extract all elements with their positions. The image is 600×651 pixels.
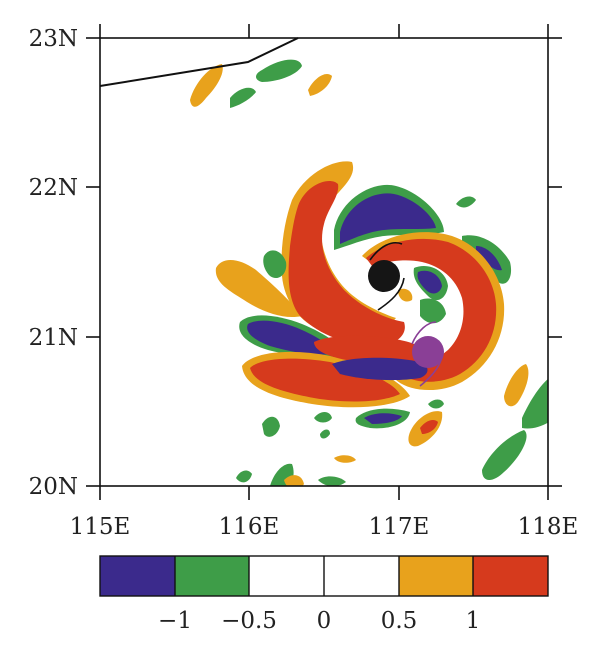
colorbar-box-6 bbox=[473, 556, 548, 596]
contour-patch-green-se bbox=[482, 430, 527, 480]
axis-ticks bbox=[86, 24, 562, 500]
lon-label-115e: 115E bbox=[70, 514, 131, 540]
storm-symbols bbox=[368, 242, 444, 387]
contour-patch-green-sw2 bbox=[262, 416, 280, 437]
contour-patch-green-nw bbox=[256, 59, 302, 82]
contour-patch-green-bottom3 bbox=[318, 476, 346, 486]
colorbar-label-1: 1 bbox=[466, 608, 481, 634]
contour-patch-green-nne bbox=[456, 196, 476, 208]
storm-center-purple bbox=[412, 336, 444, 368]
contour-field bbox=[190, 59, 548, 486]
contour-patch-purple-s bbox=[364, 413, 402, 424]
colorbar: −1 −0.5 0 0.5 1 bbox=[99, 555, 549, 634]
contour-patch-green-nw2 bbox=[230, 87, 256, 108]
contour-patch-green-w bbox=[263, 250, 287, 279]
colorbar-label-neg05: −0.5 bbox=[221, 608, 277, 634]
contour-band-red-s bbox=[250, 358, 400, 402]
contour-patch-purple-ne bbox=[476, 246, 502, 271]
contour-ring-red-inner bbox=[366, 238, 497, 382]
colorbar-box-1 bbox=[100, 556, 175, 596]
colorbar-box-4 bbox=[324, 556, 399, 596]
contour-patch-orange-s2 bbox=[334, 455, 356, 463]
colorbar-box-3 bbox=[249, 556, 324, 596]
storm-track-black-2 bbox=[377, 277, 405, 311]
colorbar-label-05: 0.5 bbox=[381, 608, 418, 634]
contour-patch-orange-se bbox=[504, 364, 529, 407]
coastline bbox=[99, 37, 299, 87]
contour-patch-green-ssw bbox=[314, 412, 332, 423]
contour-band-red-mid bbox=[314, 335, 431, 365]
contour-patch-red-sse bbox=[420, 420, 438, 434]
colorbar-label-neg1: −1 bbox=[158, 608, 192, 634]
contour-patch-orange-nw bbox=[190, 64, 223, 107]
colorbar-box-5 bbox=[399, 556, 473, 596]
contour-band-red-main bbox=[288, 180, 405, 346]
contour-patch-purple-n-inner bbox=[340, 193, 436, 244]
lat-label-22n: 22N bbox=[29, 175, 78, 201]
contour-patch-green-bottom2 bbox=[236, 470, 252, 483]
contour-patch-purple-center-inner bbox=[417, 270, 442, 294]
storm-track-purple-1 bbox=[411, 321, 437, 345]
contour-band-purple-mid bbox=[332, 357, 428, 381]
plot-frame bbox=[99, 37, 549, 487]
contour-band-orange-west bbox=[215, 259, 302, 318]
colorbar-label-0: 0 bbox=[317, 608, 332, 634]
contour-patch-orange-bottom bbox=[284, 475, 304, 486]
storm-center-black bbox=[368, 260, 400, 292]
contour-patch-green-center bbox=[420, 298, 446, 324]
contour-patch-orange-n bbox=[308, 73, 332, 96]
storm-track-black-1 bbox=[369, 242, 403, 261]
lon-label-118e: 118E bbox=[518, 514, 579, 540]
lon-label-116e: 116E bbox=[219, 514, 280, 540]
lon-label-117e: 117E bbox=[369, 514, 430, 540]
lat-label-20n: 20N bbox=[29, 474, 78, 500]
contour-patch-green-e bbox=[522, 378, 548, 429]
contour-patch-green-sse bbox=[428, 399, 444, 409]
contour-patch-green-s2 bbox=[320, 429, 330, 439]
colorbar-box-2 bbox=[175, 556, 249, 596]
contour-patch-orange-center bbox=[398, 288, 413, 302]
lat-label-21n: 21N bbox=[29, 325, 78, 351]
lat-label-23n: 23N bbox=[29, 26, 78, 52]
contour-band-purple-sw bbox=[247, 320, 334, 355]
